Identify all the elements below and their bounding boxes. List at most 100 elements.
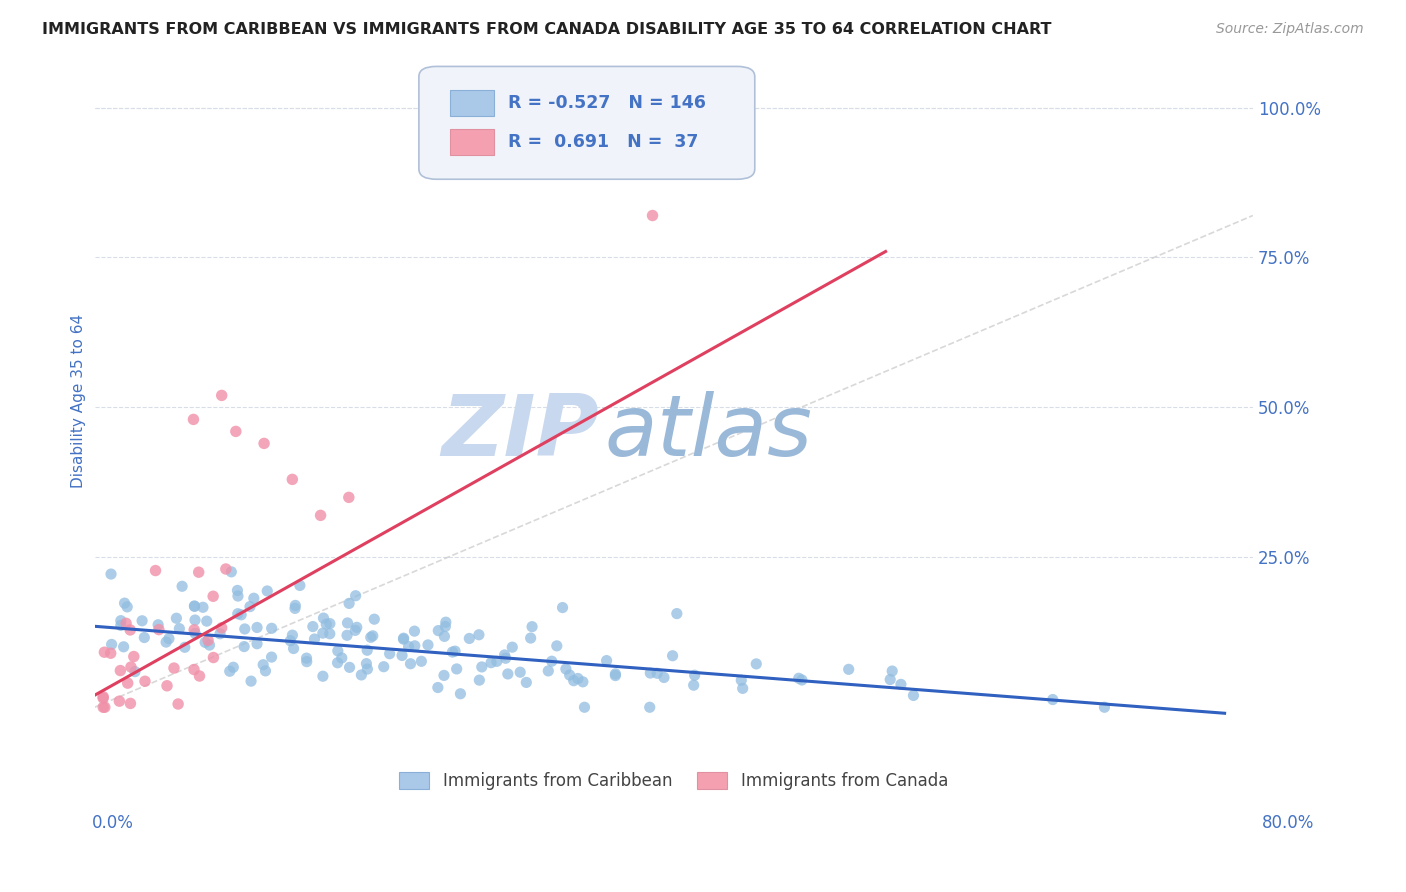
- Point: [222, 660, 245, 674]
- Point: [449, 687, 471, 701]
- Point: [281, 472, 304, 486]
- Point: [225, 425, 247, 439]
- Point: [156, 679, 179, 693]
- Point: [183, 663, 205, 677]
- Point: [346, 620, 368, 634]
- Point: [551, 600, 574, 615]
- Point: [91, 690, 114, 704]
- Point: [468, 673, 491, 687]
- Point: [501, 640, 523, 655]
- Point: [165, 611, 187, 625]
- Point: [373, 659, 395, 673]
- Point: [838, 662, 860, 676]
- Point: [281, 628, 304, 642]
- Point: [252, 657, 274, 672]
- Point: [665, 607, 688, 621]
- Point: [416, 638, 439, 652]
- Point: [163, 661, 186, 675]
- Text: Source: ZipAtlas.com: Source: ZipAtlas.com: [1216, 22, 1364, 37]
- Point: [468, 628, 491, 642]
- Point: [110, 664, 132, 678]
- Text: R = -0.527   N = 146: R = -0.527 N = 146: [508, 94, 706, 112]
- Point: [312, 611, 335, 625]
- Point: [115, 616, 138, 631]
- Point: [444, 644, 467, 658]
- Point: [312, 626, 335, 640]
- Point: [495, 651, 517, 665]
- Point: [278, 633, 301, 648]
- Point: [211, 388, 233, 402]
- Point: [260, 621, 283, 635]
- Point: [433, 668, 456, 682]
- Point: [652, 670, 675, 684]
- Point: [356, 662, 378, 676]
- Point: [339, 660, 361, 674]
- Point: [100, 637, 122, 651]
- Point: [640, 666, 662, 681]
- Point: [131, 614, 153, 628]
- Point: [890, 677, 912, 691]
- Point: [226, 607, 249, 621]
- Point: [392, 631, 415, 645]
- Point: [295, 655, 318, 669]
- FancyBboxPatch shape: [419, 66, 755, 179]
- Point: [197, 633, 219, 648]
- Point: [246, 637, 269, 651]
- Point: [233, 640, 256, 654]
- Point: [391, 648, 413, 663]
- Point: [260, 650, 283, 665]
- Point: [100, 646, 122, 660]
- Point: [378, 647, 401, 661]
- Point: [315, 617, 337, 632]
- Point: [134, 674, 156, 689]
- Text: 0.0%: 0.0%: [91, 814, 134, 831]
- Point: [195, 614, 218, 628]
- Point: [558, 668, 581, 682]
- Point: [1042, 692, 1064, 706]
- Point: [167, 697, 190, 711]
- Point: [202, 650, 225, 665]
- Point: [120, 660, 142, 674]
- Point: [172, 579, 194, 593]
- Point: [540, 654, 562, 668]
- Point: [221, 565, 243, 579]
- Point: [731, 681, 754, 696]
- Point: [515, 675, 537, 690]
- Point: [108, 694, 131, 708]
- Point: [446, 662, 468, 676]
- Point: [254, 664, 277, 678]
- Point: [93, 645, 115, 659]
- Point: [509, 665, 531, 680]
- Point: [304, 632, 326, 646]
- Point: [302, 619, 325, 633]
- Point: [485, 654, 508, 668]
- Point: [398, 640, 420, 654]
- Point: [336, 615, 359, 630]
- Point: [211, 621, 233, 635]
- Point: [183, 599, 205, 614]
- Point: [91, 691, 114, 706]
- Point: [554, 662, 576, 676]
- Point: [243, 591, 266, 606]
- Point: [215, 562, 238, 576]
- Point: [562, 673, 585, 688]
- Point: [433, 629, 456, 643]
- Point: [231, 607, 253, 622]
- Point: [239, 599, 262, 614]
- Point: [319, 627, 342, 641]
- Point: [117, 676, 139, 690]
- Point: [683, 668, 706, 682]
- Point: [479, 656, 502, 670]
- Point: [661, 648, 683, 663]
- Point: [1094, 700, 1116, 714]
- Text: atlas: atlas: [605, 391, 813, 474]
- Point: [146, 617, 169, 632]
- Point: [356, 657, 378, 671]
- Point: [240, 674, 263, 689]
- Point: [641, 209, 664, 223]
- Point: [730, 673, 752, 688]
- Point: [344, 624, 367, 638]
- Point: [233, 622, 256, 636]
- Point: [645, 666, 668, 681]
- Point: [546, 639, 568, 653]
